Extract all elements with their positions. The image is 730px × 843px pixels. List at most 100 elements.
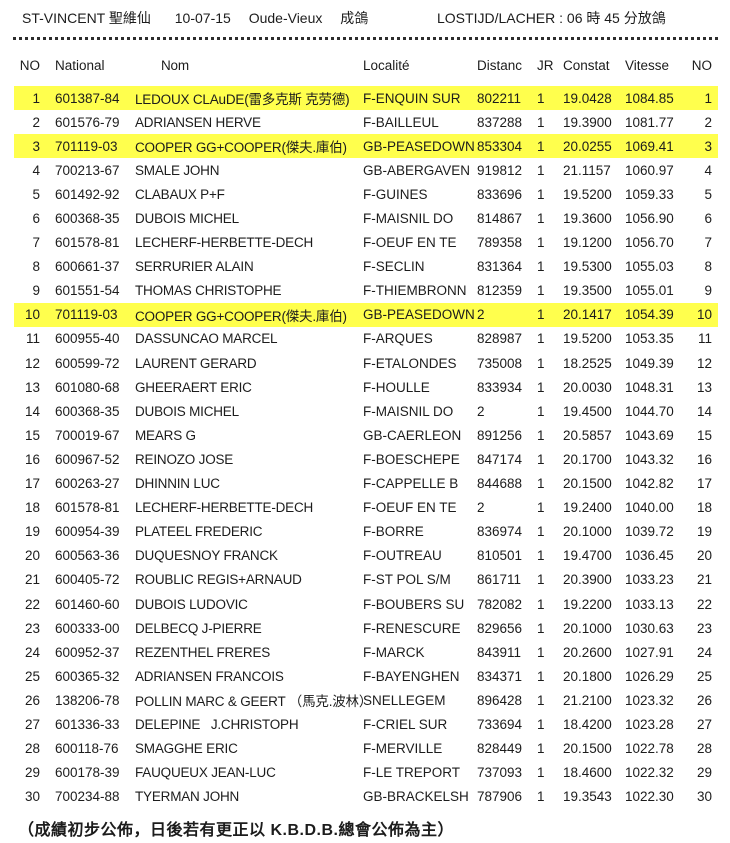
clocking-time: 20.1000 [563, 620, 612, 636]
table-row: 2 601576-79 ADRIANSEN HERVE F-BAILLEUL 8… [14, 110, 718, 134]
rank-right: 30 [696, 789, 712, 805]
fancier-name: SMAGGHE ERIC [135, 741, 238, 757]
col-header-no-right: NO [691, 57, 712, 73]
velocity: 1030.63 [625, 620, 674, 636]
rank-right: 15 [696, 427, 712, 443]
locality: F-ARQUES [363, 331, 433, 347]
rank-right: 9 [704, 283, 712, 299]
distance: 861711 [477, 572, 522, 588]
fancier-name: GHEERAERT ERIC [135, 379, 252, 395]
clocking-time: 19.4700 [563, 548, 612, 564]
clocking-time: 20.1700 [563, 451, 612, 467]
race-category-cn: 成鴿 [340, 10, 369, 26]
jr-count: 1 [537, 789, 545, 805]
velocity: 1043.32 [625, 451, 674, 467]
race-date: 10-07-15 [174, 10, 231, 26]
distance: 891256 [477, 427, 523, 443]
table-row: 17 600263-27 DHINNIN LUC F-CAPPELLE B 84… [14, 472, 718, 496]
rank-left: 26 [24, 692, 40, 708]
table-row: 6 600368-35 DUBOIS MICHEL F-MAISNIL DO 8… [14, 206, 718, 230]
jr-count: 1 [537, 379, 545, 395]
locality: F-ETALONDES [363, 355, 457, 371]
fancier-name: SMALE JOHN [135, 162, 220, 178]
distance: 847174 [477, 451, 523, 467]
rank-left: 6 [32, 211, 40, 227]
clocking-time: 20.1800 [563, 668, 612, 684]
clocking-time: 18.4200 [563, 716, 612, 732]
fancier-name: SERRURIER ALAIN [135, 259, 254, 275]
velocity: 1049.39 [625, 355, 674, 371]
national-ring: 601578-81 [55, 500, 120, 516]
jr-count: 1 [537, 331, 545, 347]
rank-left: 25 [24, 668, 40, 684]
distance: 833934 [477, 379, 523, 395]
velocity: 1081.77 [625, 114, 674, 130]
distance: 789358 [477, 235, 523, 251]
velocity: 1044.70 [625, 403, 674, 419]
velocity: 1027.91 [625, 644, 674, 660]
race-category: Oude-Vieux [248, 10, 323, 26]
rank-left: 12 [24, 355, 40, 371]
velocity: 1022.78 [625, 741, 674, 757]
distance: 853304 [477, 138, 523, 154]
clocking-time: 20.1417 [563, 307, 612, 323]
locality: F-THIEMBRONN [363, 283, 467, 299]
table-row: 27 601336-33 DELEPINE J.CHRISTOPH F-CRIE… [14, 712, 718, 736]
clocking-time: 20.3900 [563, 572, 612, 588]
jr-count: 1 [537, 765, 545, 781]
locality: GB-CAERLEON [363, 427, 462, 443]
rank-right: 10 [696, 307, 712, 323]
locality: F-LE TREPORT [363, 765, 461, 781]
locality: F-OUTREAU [363, 548, 442, 564]
rank-right: 26 [696, 692, 712, 708]
clocking-time: 19.1200 [563, 235, 612, 251]
fancier-name: LECHERF-HERBETTE-DECH [135, 500, 314, 516]
release-time: LOSTIJD/LACHER : 06 時 45 分放鴿 [437, 10, 666, 26]
velocity: 1059.33 [625, 186, 674, 202]
jr-count: 1 [537, 692, 545, 708]
fancier-name: FAUQUEUX JEAN-LUC [135, 765, 276, 781]
fancier-name: DASSUNCAO MARCEL [135, 331, 278, 347]
velocity: 1060.97 [625, 162, 674, 178]
col-header-constat: Constat [563, 57, 610, 73]
rank-left: 22 [24, 596, 40, 612]
fancier-name: REINOZO JOSE [135, 451, 234, 467]
distance: 2 [477, 500, 485, 516]
clocking-time: 20.1000 [563, 524, 612, 540]
locality: F-BOESCHEPE [363, 451, 460, 467]
fancier-name: COOPER GG+COOPER(傑夫.庫伯) [135, 140, 347, 156]
table-row: 7 601578-81 LECHERF-HERBETTE-DECH F-OEUF… [14, 231, 718, 255]
national-ring: 600405-72 [55, 572, 120, 588]
table-row: 1 601387-84 LEDOUX CLAuDE(雷多克斯 克劳德) F-EN… [14, 86, 718, 111]
clocking-time: 19.5200 [563, 186, 612, 202]
national-ring: 600368-35 [55, 211, 120, 227]
fancier-name: LEDOUX CLAuDE(雷多克斯 克劳德) [135, 92, 350, 108]
sheet-header: ST-VINCENT 聖維仙 10-07-15 Oude-Vieux 成鴿 LO… [22, 8, 720, 28]
locality: GB-ABERGAVEN [363, 162, 471, 178]
velocity: 1023.28 [625, 716, 674, 732]
jr-count: 1 [537, 114, 545, 130]
clocking-time: 19.5300 [563, 259, 612, 275]
table-row: 29 600178-39 FAUQUEUX JEAN-LUC F-LE TREP… [14, 761, 718, 785]
clocking-time: 19.2200 [563, 596, 612, 612]
velocity: 1033.13 [625, 596, 674, 612]
clocking-time: 21.1157 [563, 162, 611, 178]
rank-left: 10 [24, 307, 40, 323]
jr-count: 1 [537, 524, 545, 540]
fancier-name: DHINNIN LUC [135, 476, 220, 492]
rank-left: 30 [24, 789, 40, 805]
locality: F-ENQUIN SUR [363, 90, 461, 106]
rank-right: 5 [704, 186, 712, 202]
locality: F-MERVILLE [363, 741, 443, 757]
locality: F-MARCK [363, 644, 425, 660]
rank-right: 17 [696, 476, 712, 492]
clocking-time: 19.5200 [563, 331, 612, 347]
jr-count: 1 [537, 355, 545, 371]
locality: F-BOUBERS SU [363, 596, 465, 612]
jr-count: 1 [537, 716, 545, 732]
fancier-name: DELBECQ J-PIERRE [135, 620, 262, 636]
national-ring: 600952-37 [55, 644, 120, 660]
rank-right: 13 [696, 379, 712, 395]
national-ring: 600967-52 [55, 451, 120, 467]
